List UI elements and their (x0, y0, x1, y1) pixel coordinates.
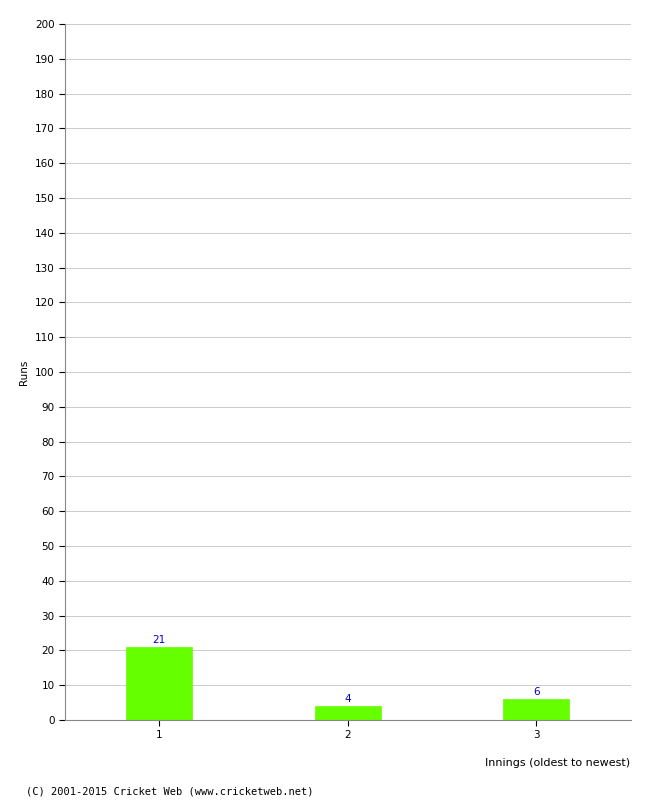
Text: Innings (oldest to newest): Innings (oldest to newest) (486, 758, 630, 768)
Text: (C) 2001-2015 Cricket Web (www.cricketweb.net): (C) 2001-2015 Cricket Web (www.cricketwe… (26, 786, 313, 796)
Text: 21: 21 (153, 635, 166, 645)
Y-axis label: Runs: Runs (20, 359, 29, 385)
Bar (315, 706, 381, 720)
Bar (503, 699, 569, 720)
Text: 4: 4 (344, 694, 351, 704)
Bar (126, 647, 192, 720)
Text: 6: 6 (533, 687, 540, 698)
